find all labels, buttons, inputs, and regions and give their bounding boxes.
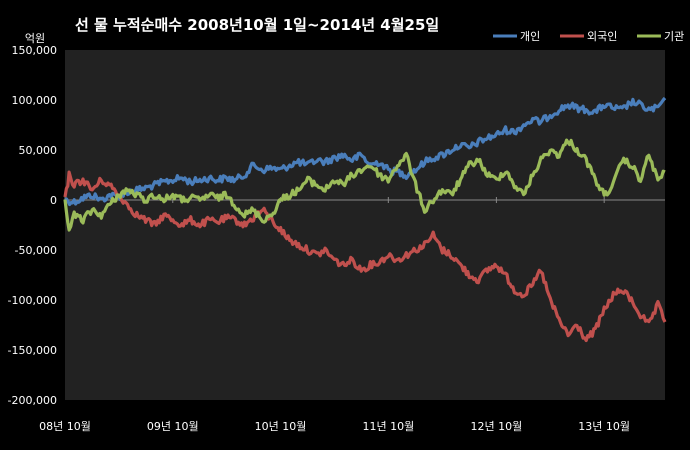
y-tick-label: -100,000 (8, 294, 57, 307)
x-tick-label: 13년 10월 (578, 420, 630, 433)
series-layer (63, 96, 667, 343)
x-tick-label: 09년 10월 (147, 420, 199, 433)
legend-label: 기관 (664, 30, 684, 43)
y-tick-label: -200,000 (8, 394, 57, 407)
y-tick-label: -50,000 (15, 244, 57, 257)
x-tick-label: 08년 10월 (39, 420, 91, 433)
y-axis-ticks: 150,000 100,000 50,000 0 -50,000 -100,000 -150… (8, 44, 57, 407)
y-tick-label: 0 (50, 194, 57, 207)
x-tick-label: 11년 10월 (362, 420, 414, 433)
y-axis-unit-label: 억원 (25, 32, 45, 45)
x-tick-label: 12년 10월 (471, 420, 523, 433)
legend: 개인 외국인 기관 (493, 30, 684, 43)
x-tick-label: 10년 10월 (255, 420, 307, 433)
chart-title: 선 물 누적순매수 2008년10월 1일~2014년 4월25일 (75, 16, 439, 34)
y-tick-label: 100,000 (12, 94, 58, 107)
series-line-2 (63, 138, 666, 232)
series-line-0 (63, 96, 667, 207)
y-tick-label: 50,000 (19, 144, 58, 157)
y-tick-label: -150,000 (8, 344, 57, 357)
legend-label: 개인 (520, 30, 540, 43)
y-tick-label: 150,000 (12, 44, 58, 57)
legend-label: 외국인 (587, 30, 617, 43)
series-line-1 (63, 170, 667, 343)
